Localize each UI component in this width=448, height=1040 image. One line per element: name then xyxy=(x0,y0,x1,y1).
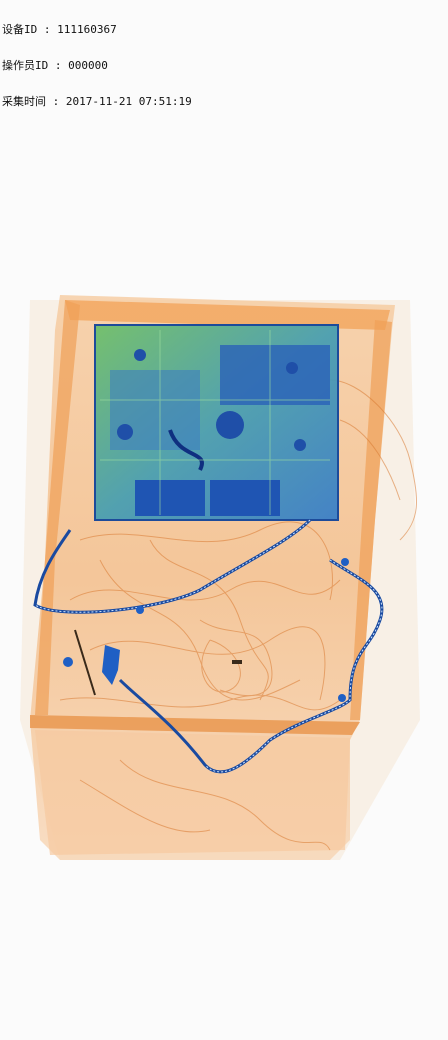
small-metal-objects xyxy=(63,558,349,702)
clothing-texture xyxy=(59,379,418,851)
cable xyxy=(33,518,384,774)
operator-id-text: 操作员ID : 000000 xyxy=(2,59,108,72)
scan-info-overlay: 设备ID : 111160367 操作员ID : 000000 采集时间 : 2… xyxy=(2,0,192,120)
laptop-board xyxy=(94,324,339,521)
device-id-text: 设备ID : 111160367 xyxy=(2,23,117,36)
capture-time-text: 采集时间 : 2017-11-21 07:51:19 xyxy=(2,95,192,108)
